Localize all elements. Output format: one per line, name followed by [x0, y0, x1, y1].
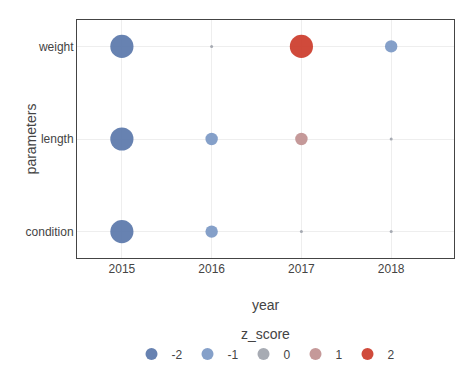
svg-text:2: 2 — [387, 348, 394, 362]
svg-text:weight: weight — [38, 40, 74, 54]
svg-text:0: 0 — [283, 348, 290, 362]
svg-text:-2: -2 — [172, 348, 183, 362]
svg-text:-1: -1 — [227, 348, 238, 362]
svg-text:2016: 2016 — [198, 262, 225, 276]
svg-text:condition: condition — [26, 225, 74, 239]
svg-text:parameters: parameters — [23, 104, 39, 175]
svg-text:2015: 2015 — [109, 262, 136, 276]
svg-text:1: 1 — [335, 348, 342, 362]
svg-text:2017: 2017 — [288, 262, 315, 276]
svg-text:length: length — [41, 132, 74, 146]
svg-text:z_score: z_score — [241, 326, 290, 342]
svg-text:year: year — [252, 297, 280, 313]
svg-text:2018: 2018 — [378, 262, 405, 276]
